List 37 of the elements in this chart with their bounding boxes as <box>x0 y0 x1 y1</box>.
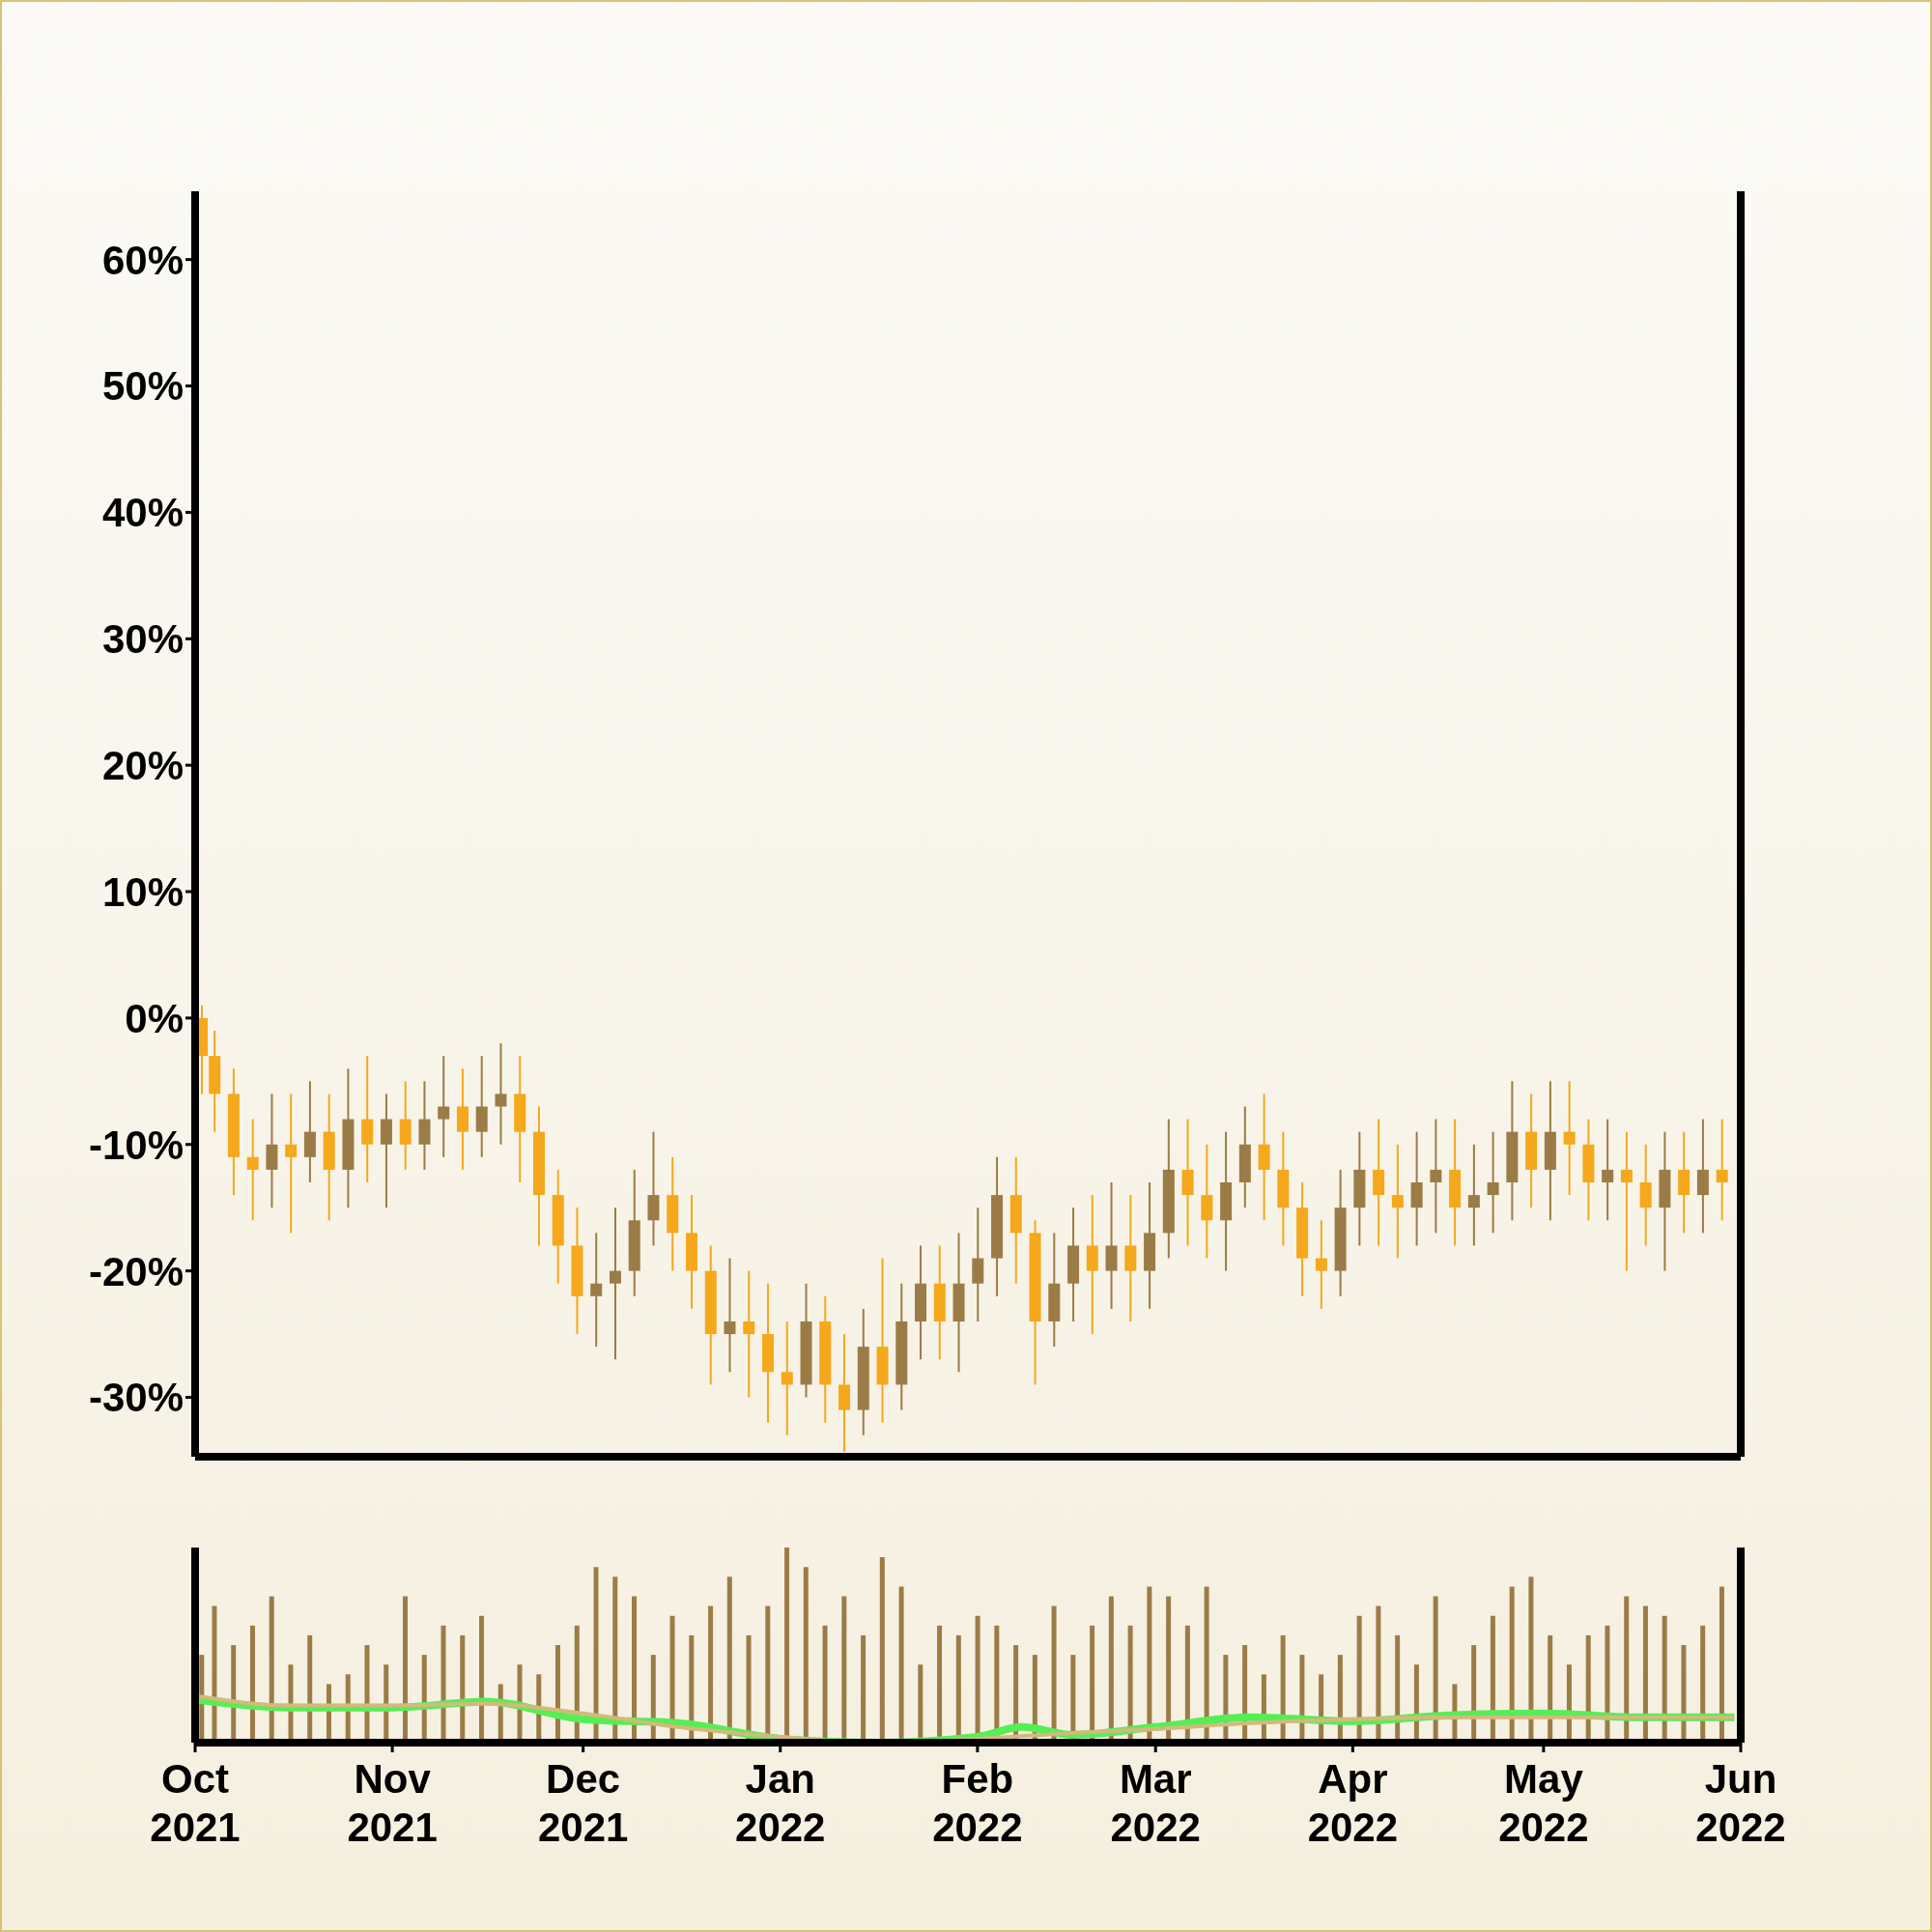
candlestick <box>724 1257 736 1374</box>
candlestick <box>1487 1130 1499 1235</box>
x-tick-label: Oct 2021 <box>150 1756 241 1850</box>
x-tick-label: Jun 2022 <box>1695 1756 1786 1850</box>
candlestick <box>1391 1143 1404 1260</box>
candlestick <box>781 1320 793 1436</box>
y-tick-label: 50% <box>101 363 184 410</box>
y-tick-label: -20% <box>88 1248 184 1294</box>
x-tick-label: Mar 2022 <box>1110 1756 1201 1850</box>
y-tick-label: 0% <box>125 995 184 1041</box>
x-tick-label: May 2022 <box>1498 1756 1589 1850</box>
candlestick <box>590 1232 603 1349</box>
candlestick <box>438 1055 450 1158</box>
candlestick <box>1430 1118 1442 1235</box>
x-tick-label: Nov 2021 <box>347 1756 438 1850</box>
y-tick-label: 30% <box>101 616 184 663</box>
candlestick <box>1315 1219 1327 1310</box>
candlestick <box>1716 1118 1728 1222</box>
y-tick-label: 60% <box>101 237 184 283</box>
x-tick-label: Dec 2021 <box>537 1756 629 1850</box>
candlestick <box>495 1042 507 1146</box>
candlestick <box>1563 1080 1576 1197</box>
x-tick-label: Apr 2022 <box>1307 1756 1399 1850</box>
candlestick <box>609 1207 621 1361</box>
y-tick-label: -30% <box>88 1375 184 1421</box>
candlestick <box>285 1093 298 1235</box>
y-tick-label: -10% <box>88 1122 184 1168</box>
candlestick <box>1602 1118 1614 1222</box>
y-tick-label: 10% <box>101 868 184 915</box>
candlestick <box>1620 1130 1633 1272</box>
x-tick-label: Feb 2022 <box>932 1756 1023 1850</box>
candlestick <box>743 1269 755 1399</box>
y-tick-label: 20% <box>101 743 184 789</box>
candlestick <box>1467 1143 1480 1247</box>
x-tick-label: Jan 2022 <box>735 1756 826 1850</box>
candlestick <box>246 1118 259 1222</box>
y-tick-label: 40% <box>101 490 184 536</box>
